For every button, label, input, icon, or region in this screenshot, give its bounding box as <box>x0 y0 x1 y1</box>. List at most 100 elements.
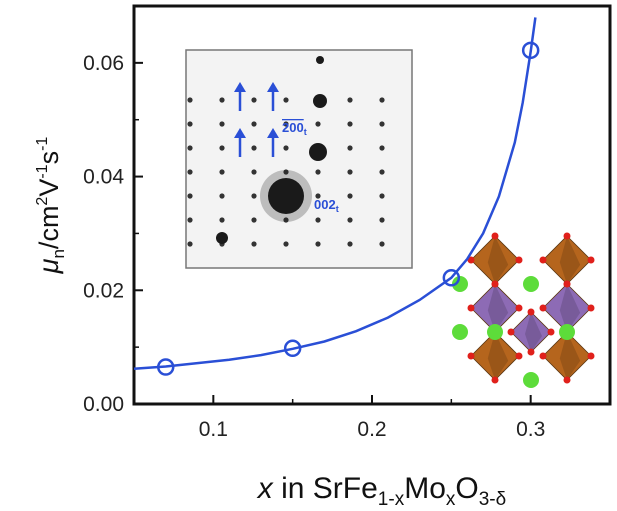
oxygen-atom <box>528 309 535 316</box>
diffraction-spot <box>251 121 256 126</box>
x-title-mid2: O <box>455 472 478 505</box>
diffraction-spot <box>347 169 352 174</box>
diffraction-spot <box>283 241 288 246</box>
diffraction-spot-large <box>313 94 327 108</box>
x-title-sub3: 3-δ <box>479 489 506 510</box>
x-title-var: x <box>256 472 274 505</box>
diffraction-spot <box>315 121 320 126</box>
diffraction-spot <box>187 121 192 126</box>
diffraction-spot <box>347 97 352 102</box>
diffraction-spot <box>315 217 320 222</box>
x-tick-label: 0.2 <box>357 418 386 441</box>
diffraction-spot <box>379 169 384 174</box>
y-title-unit3: s <box>34 151 64 165</box>
diffraction-spot <box>315 169 320 174</box>
y-axis-title: μn/cm2V-1s-1 <box>34 137 68 275</box>
y-title-mu-sub: n <box>49 249 68 258</box>
diffraction-inset: 200t 002t <box>186 50 412 268</box>
oxygen-atom <box>516 353 523 360</box>
strontium-atom <box>452 324 468 340</box>
oxygen-atom <box>468 305 475 312</box>
svg-text:μn/cm2V-1s-1: μn/cm2V-1s-1 <box>34 137 68 275</box>
diffraction-spot <box>251 97 256 102</box>
diffraction-spot <box>187 241 192 246</box>
oxygen-atom <box>492 233 499 240</box>
x-tick-label: 0.3 <box>516 418 545 441</box>
y-title-unit1: /cm <box>34 206 64 250</box>
central-beam-halo <box>260 170 312 222</box>
diffraction-spot <box>347 193 352 198</box>
y-tick-label: 0.00 <box>83 393 124 416</box>
diffraction-spot-large <box>216 232 228 244</box>
diffraction-spot <box>379 145 384 150</box>
y-title-mu: μ <box>34 258 64 274</box>
oxygen-atom <box>564 233 571 240</box>
diffraction-spot <box>219 217 224 222</box>
annotation-002-sub: t <box>336 204 339 214</box>
oxygen-atom <box>516 257 523 264</box>
annotation-200-sub: t <box>304 127 307 137</box>
diffraction-spot <box>347 241 352 246</box>
oxygen-atom <box>492 377 499 384</box>
annotation-200: 200t <box>282 120 307 137</box>
diffraction-spot <box>347 145 352 150</box>
oxygen-atom <box>516 305 523 312</box>
x-title-sub2: x <box>446 489 456 510</box>
diffraction-spot <box>347 217 352 222</box>
strontium-atom <box>523 276 539 292</box>
strontium-atom <box>487 324 503 340</box>
x-title-sub1: 1-x <box>378 489 405 510</box>
diffraction-spot <box>219 121 224 126</box>
diffraction-spot <box>379 97 384 102</box>
diffraction-spot <box>347 121 352 126</box>
diffraction-spot <box>379 121 384 126</box>
oxygen-atom <box>468 353 475 360</box>
diffraction-spot <box>315 241 320 246</box>
oxygen-atom <box>588 257 595 264</box>
diffraction-spot <box>379 193 384 198</box>
y-tick-label: 0.06 <box>83 52 124 75</box>
x-axis-title: x in SrFe1-xMoxO3-δ <box>256 472 506 510</box>
y-tick-label: 0.02 <box>83 279 124 302</box>
x-title-mid: Mo <box>404 472 446 505</box>
x-tick-label: 0.1 <box>199 418 228 441</box>
diffraction-spot <box>219 169 224 174</box>
diffraction-spot <box>187 97 192 102</box>
oxygen-atom <box>540 305 547 312</box>
diffraction-spot <box>219 97 224 102</box>
diffraction-spot <box>219 145 224 150</box>
diffraction-spot <box>316 56 324 64</box>
oxygen-atom <box>492 281 499 288</box>
oxygen-atom <box>588 353 595 360</box>
oxygen-atom <box>508 329 515 336</box>
y-title-unit2: V <box>34 179 64 197</box>
annotation-002: 002t <box>314 197 339 214</box>
x-title-connector: in SrFe <box>273 472 378 505</box>
diffraction-spot <box>187 169 192 174</box>
strontium-atom <box>559 324 575 340</box>
y-title-sup: 2 <box>34 197 51 206</box>
diffraction-spot <box>219 193 224 198</box>
annotation-002-text: 002 <box>314 197 336 212</box>
diffraction-spot <box>187 145 192 150</box>
oxygen-atom <box>564 281 571 288</box>
oxygen-atom <box>540 257 547 264</box>
annotation-200-text: 200 <box>282 120 304 135</box>
diffraction-spot <box>187 217 192 222</box>
diffraction-spot <box>251 193 256 198</box>
x-axis-ticks: 0.1 0.2 0.3 <box>134 395 610 441</box>
y-title-sup3: -1 <box>34 137 51 151</box>
crystal-structure-illustration <box>452 233 595 389</box>
diffraction-spot <box>283 145 288 150</box>
diffraction-spot <box>251 145 256 150</box>
diffraction-spot-large <box>309 143 327 161</box>
oxygen-atom <box>588 305 595 312</box>
y-tick-label: 0.04 <box>83 166 124 189</box>
diffraction-spot <box>283 97 288 102</box>
oxygen-atom <box>564 377 571 384</box>
diffraction-spot <box>251 217 256 222</box>
oxygen-atom <box>528 349 535 356</box>
diffraction-spot <box>187 193 192 198</box>
diffraction-spot <box>379 217 384 222</box>
